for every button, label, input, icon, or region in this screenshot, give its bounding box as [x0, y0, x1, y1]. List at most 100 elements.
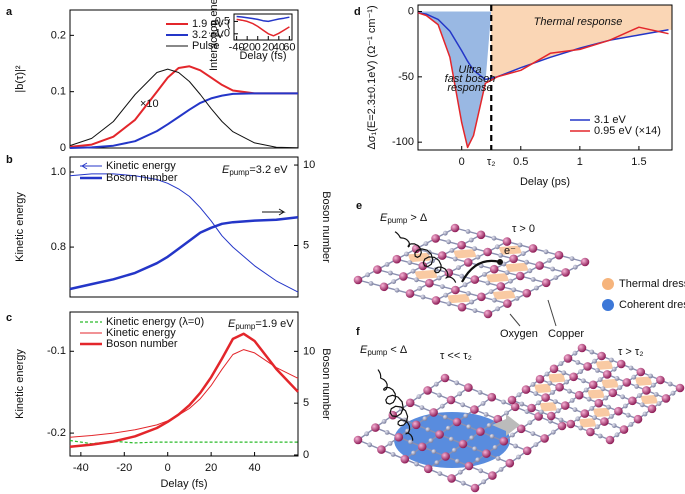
copper-atom [399, 272, 408, 281]
oxygen-atom [365, 272, 371, 278]
copper-atom [482, 449, 491, 458]
copper-atom [521, 385, 531, 394]
thermal-patch [533, 383, 552, 394]
oxygen-atom [628, 422, 634, 427]
x-tick-label: 40 [248, 462, 260, 474]
panel-label: d [354, 6, 361, 18]
oxygen-atom [364, 431, 370, 437]
oxygen-atom [534, 285, 539, 291]
oxygen-atom [459, 273, 465, 279]
series-line [236, 18, 290, 37]
copper-atom [502, 237, 512, 246]
copper-atom [546, 411, 556, 421]
x-tick-label: -20 [239, 41, 255, 53]
oxygen-atom [460, 480, 466, 486]
oxygen-atom [572, 350, 578, 356]
oxygen-atom [381, 419, 387, 424]
transition-arrow [492, 414, 520, 436]
x-tick-label: -40 [229, 41, 245, 53]
oxygen-atom [477, 390, 483, 395]
plot-frame [69, 9, 299, 149]
thermal-patch [578, 418, 597, 428]
oxygen-atom [625, 412, 631, 418]
oxygen-atom [583, 387, 589, 393]
oxygen-atom [620, 394, 625, 400]
oxygen-atom [547, 380, 553, 386]
pulse-label-base: E [380, 212, 388, 224]
oxygen-atom [472, 446, 478, 452]
annotation-rest: =3.2 eV [249, 164, 288, 176]
oxygen-atom [611, 366, 617, 372]
thermal-patch [592, 407, 611, 418]
x-tick-label: 0 [165, 462, 171, 474]
thermal-region [491, 5, 672, 79]
annotation-rest: =1.9 eV [255, 318, 294, 330]
oxygen-atom [457, 391, 463, 397]
oxygen-atom [416, 394, 422, 399]
annotation: Epump=3.2 eV [222, 164, 288, 177]
copper-atom [577, 343, 587, 353]
oxygen-atom [489, 434, 495, 439]
copper-atom [563, 354, 573, 363]
oxygen-atom [642, 411, 648, 417]
y-tick-label: 1.0 [51, 166, 66, 178]
oxygen-atom [609, 414, 614, 419]
annotation-base: E [222, 164, 230, 176]
copper-atom [464, 461, 474, 471]
oxygen-atom [617, 385, 623, 390]
oxygen-atom [597, 433, 603, 439]
y-axis-label: Kinetic energy [14, 349, 26, 419]
copper-atom [561, 268, 570, 277]
y-tick-label: -1.0 [211, 28, 230, 40]
thermal-patch [634, 376, 653, 386]
y2-tick-label: 0 [303, 449, 309, 461]
oxygen-atom [651, 382, 656, 388]
oxygen-atom [558, 361, 564, 366]
oxygen-atom [597, 377, 603, 382]
oxygen-atom [550, 429, 556, 435]
oxygen-atom [420, 294, 426, 300]
x-tick-label: 20 [205, 462, 217, 474]
copper-atom [477, 292, 486, 302]
copper-atom [463, 258, 473, 267]
oxygen-atom [466, 424, 472, 430]
copper-atom [535, 261, 544, 270]
oxygen-atom [539, 409, 544, 415]
oxygen-atom [530, 431, 536, 436]
copper-atom [470, 483, 480, 493]
y-tick-label: 0.8 [51, 241, 66, 253]
electron [497, 259, 503, 265]
oxygen-atom [407, 260, 413, 265]
y-axis-label: Δσ₁(E=2.3±0.1eV) (Ω⁻¹ cm⁻¹) [366, 5, 378, 149]
oxygen-atom [394, 287, 400, 293]
copper-atom [425, 278, 434, 288]
copper-atom [458, 439, 468, 449]
oxygen-atom [561, 370, 567, 376]
copper-atom [417, 442, 427, 452]
arrow [262, 208, 286, 216]
oxygen-atom [639, 402, 645, 408]
series-line [236, 15, 290, 23]
x-tick-label: -20 [116, 462, 132, 474]
series-line [69, 68, 299, 149]
copper-atom [540, 434, 549, 443]
leader [547, 299, 557, 327]
legend-label: Coherent dressing [619, 299, 685, 311]
oxygen-atom [606, 404, 611, 410]
oxygen-atom [628, 365, 634, 371]
oxygen-atom [510, 432, 515, 438]
x-tick-label: 0 [255, 41, 261, 53]
series-line [417, 12, 669, 149]
y2-axis-label: Boson number [320, 191, 332, 263]
legend-label: Boson number [106, 172, 178, 184]
oxygen-atom [533, 391, 539, 396]
oxygen-atom [454, 380, 460, 386]
oxygen-atom [589, 349, 595, 355]
copper-atom [423, 386, 432, 395]
light-pulse [394, 231, 457, 283]
thermal-patch [447, 293, 471, 304]
legend-label: Boson number [106, 338, 178, 350]
atom-label: Oxygen [500, 328, 538, 340]
pulse-label: Epump < Δ [360, 344, 408, 357]
legend-label: Kinetic energy (λ=0) [106, 316, 204, 328]
